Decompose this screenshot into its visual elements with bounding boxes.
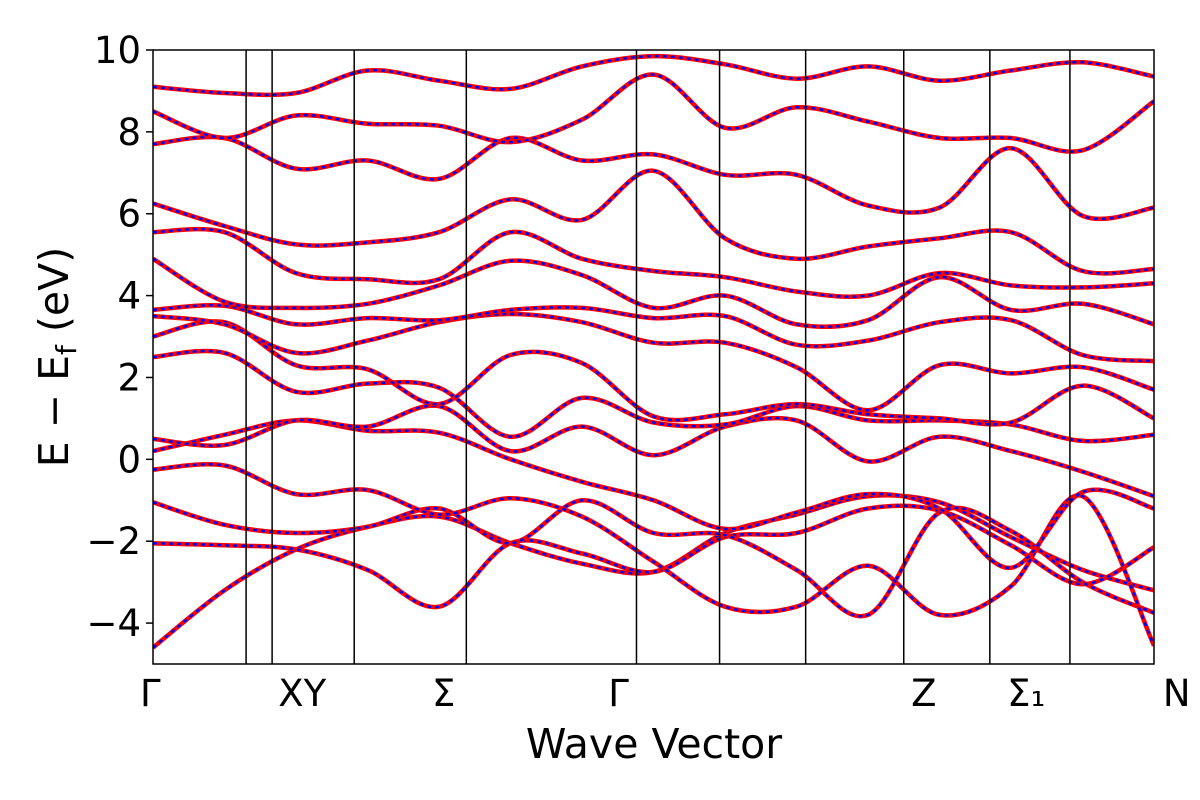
y-axis-ticks: −4 −2 0 2 4 6 8 10 <box>86 29 153 645</box>
band-line <box>153 463 1154 647</box>
band-line <box>153 226 1154 299</box>
band-line <box>153 462 1154 647</box>
y-axis-title-unit: (eV) <box>30 247 78 345</box>
y-tick-label: −4 <box>86 602 141 645</box>
band-line <box>153 72 1154 154</box>
band-line <box>153 168 1154 276</box>
band-line <box>153 311 1154 413</box>
y-tick-label: 6 <box>117 193 141 236</box>
band-line <box>153 320 1154 426</box>
y-axis-title-sub: f <box>50 344 83 355</box>
y-tick-label: 4 <box>117 275 141 318</box>
y-tick-label: −2 <box>86 520 141 563</box>
band-line <box>153 348 1154 444</box>
y-tick-label: 10 <box>94 29 141 72</box>
band-line <box>153 304 1154 363</box>
band-line <box>153 169 1154 275</box>
band-line <box>153 404 1154 498</box>
band-line <box>153 504 1154 609</box>
band-line <box>153 498 1154 619</box>
band-line <box>153 349 1154 443</box>
band-line <box>153 135 1154 221</box>
x-axis-title: Wave Vector <box>526 720 782 768</box>
high-symmetry-lines <box>245 50 1071 664</box>
band-line <box>153 227 1154 298</box>
plot-frame <box>152 49 1155 665</box>
y-axis-title-main: E − E <box>30 355 78 467</box>
y-axis-title: E − Ef (eV) <box>30 247 83 467</box>
y-tick-label: 0 <box>117 438 141 481</box>
band-line <box>153 312 1154 412</box>
band-line <box>153 257 1154 329</box>
x-tick-labels: Γ XY Σ Γ Z Σ₁ N P Y₁ Z | X P <box>140 672 1200 715</box>
band-line <box>153 499 1154 618</box>
y-tick-label: 8 <box>117 111 141 154</box>
bands-layer <box>153 53 1154 650</box>
y-tick-label: 2 <box>117 356 141 399</box>
